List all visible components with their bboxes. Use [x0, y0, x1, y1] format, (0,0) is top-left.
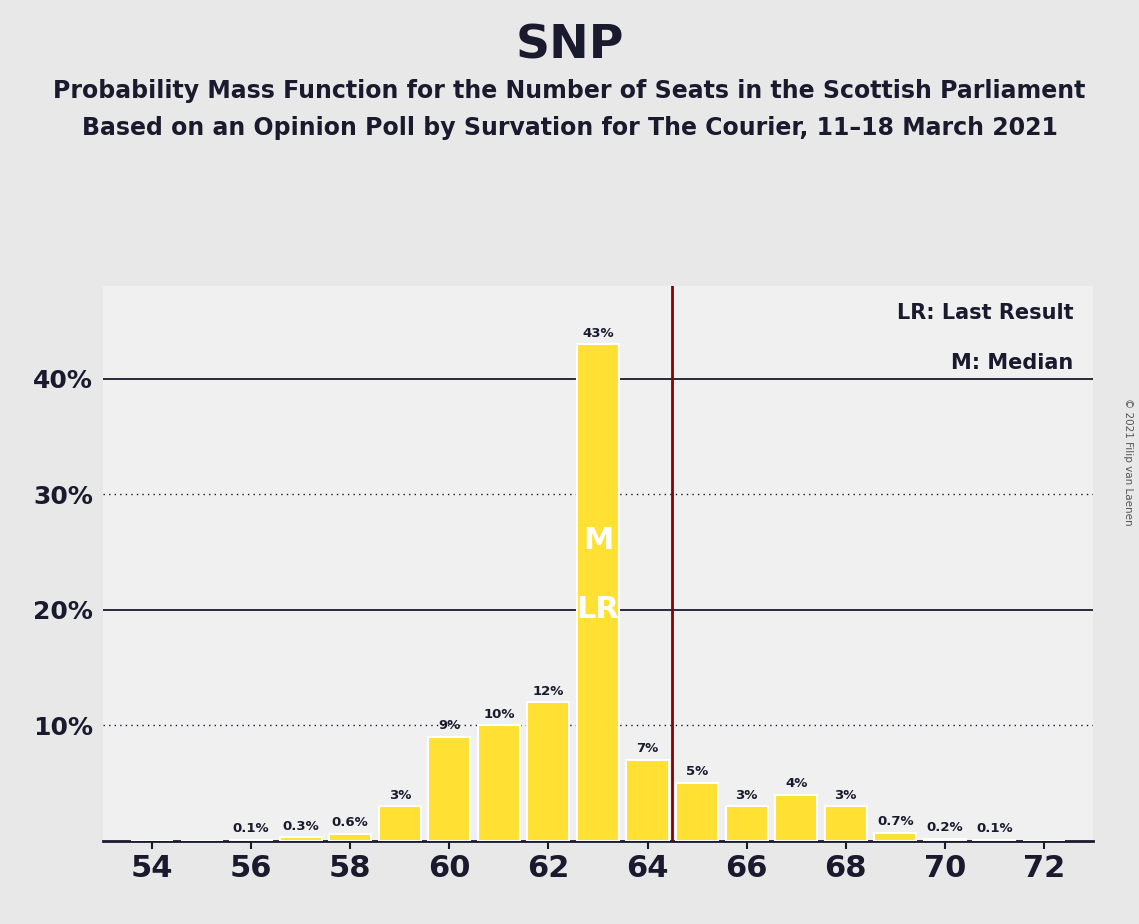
Bar: [924, 839, 966, 841]
Bar: [825, 806, 867, 841]
Text: Based on an Opinion Poll by Survation for The Courier, 11–18 March 2021: Based on an Opinion Poll by Survation fo…: [82, 116, 1057, 140]
Bar: [677, 784, 718, 841]
Text: 4%: 4%: [785, 777, 808, 790]
Bar: [726, 806, 768, 841]
Text: M: Median: M: Median: [951, 353, 1074, 373]
Bar: [974, 840, 1015, 841]
Text: © 2021 Filip van Laenen: © 2021 Filip van Laenen: [1123, 398, 1133, 526]
Bar: [626, 760, 669, 841]
Text: 43%: 43%: [582, 326, 614, 340]
Text: 10%: 10%: [483, 708, 515, 721]
Text: 0.7%: 0.7%: [877, 815, 913, 828]
Text: 0.3%: 0.3%: [282, 820, 319, 833]
Text: 0.6%: 0.6%: [331, 816, 369, 830]
Text: 3%: 3%: [388, 788, 411, 802]
Bar: [280, 837, 321, 841]
Text: M: M: [583, 526, 613, 555]
Bar: [875, 833, 916, 841]
Text: 5%: 5%: [686, 765, 708, 778]
Bar: [577, 345, 618, 841]
Text: LR: LR: [576, 595, 620, 625]
Bar: [329, 833, 371, 841]
Bar: [379, 806, 420, 841]
Text: 9%: 9%: [439, 719, 460, 732]
Text: Probability Mass Function for the Number of Seats in the Scottish Parliament: Probability Mass Function for the Number…: [54, 79, 1085, 103]
Bar: [230, 840, 272, 841]
Bar: [428, 737, 470, 841]
Text: 0.2%: 0.2%: [926, 821, 964, 833]
Text: 12%: 12%: [533, 685, 564, 698]
Text: 0.1%: 0.1%: [232, 822, 270, 835]
Text: 3%: 3%: [736, 788, 757, 802]
Bar: [478, 725, 519, 841]
Text: 0.1%: 0.1%: [976, 822, 1013, 835]
Text: LR: Last Result: LR: Last Result: [898, 303, 1074, 323]
Bar: [527, 702, 570, 841]
Text: SNP: SNP: [515, 23, 624, 68]
Text: 3%: 3%: [835, 788, 857, 802]
Bar: [776, 795, 817, 841]
Text: 7%: 7%: [637, 742, 658, 756]
